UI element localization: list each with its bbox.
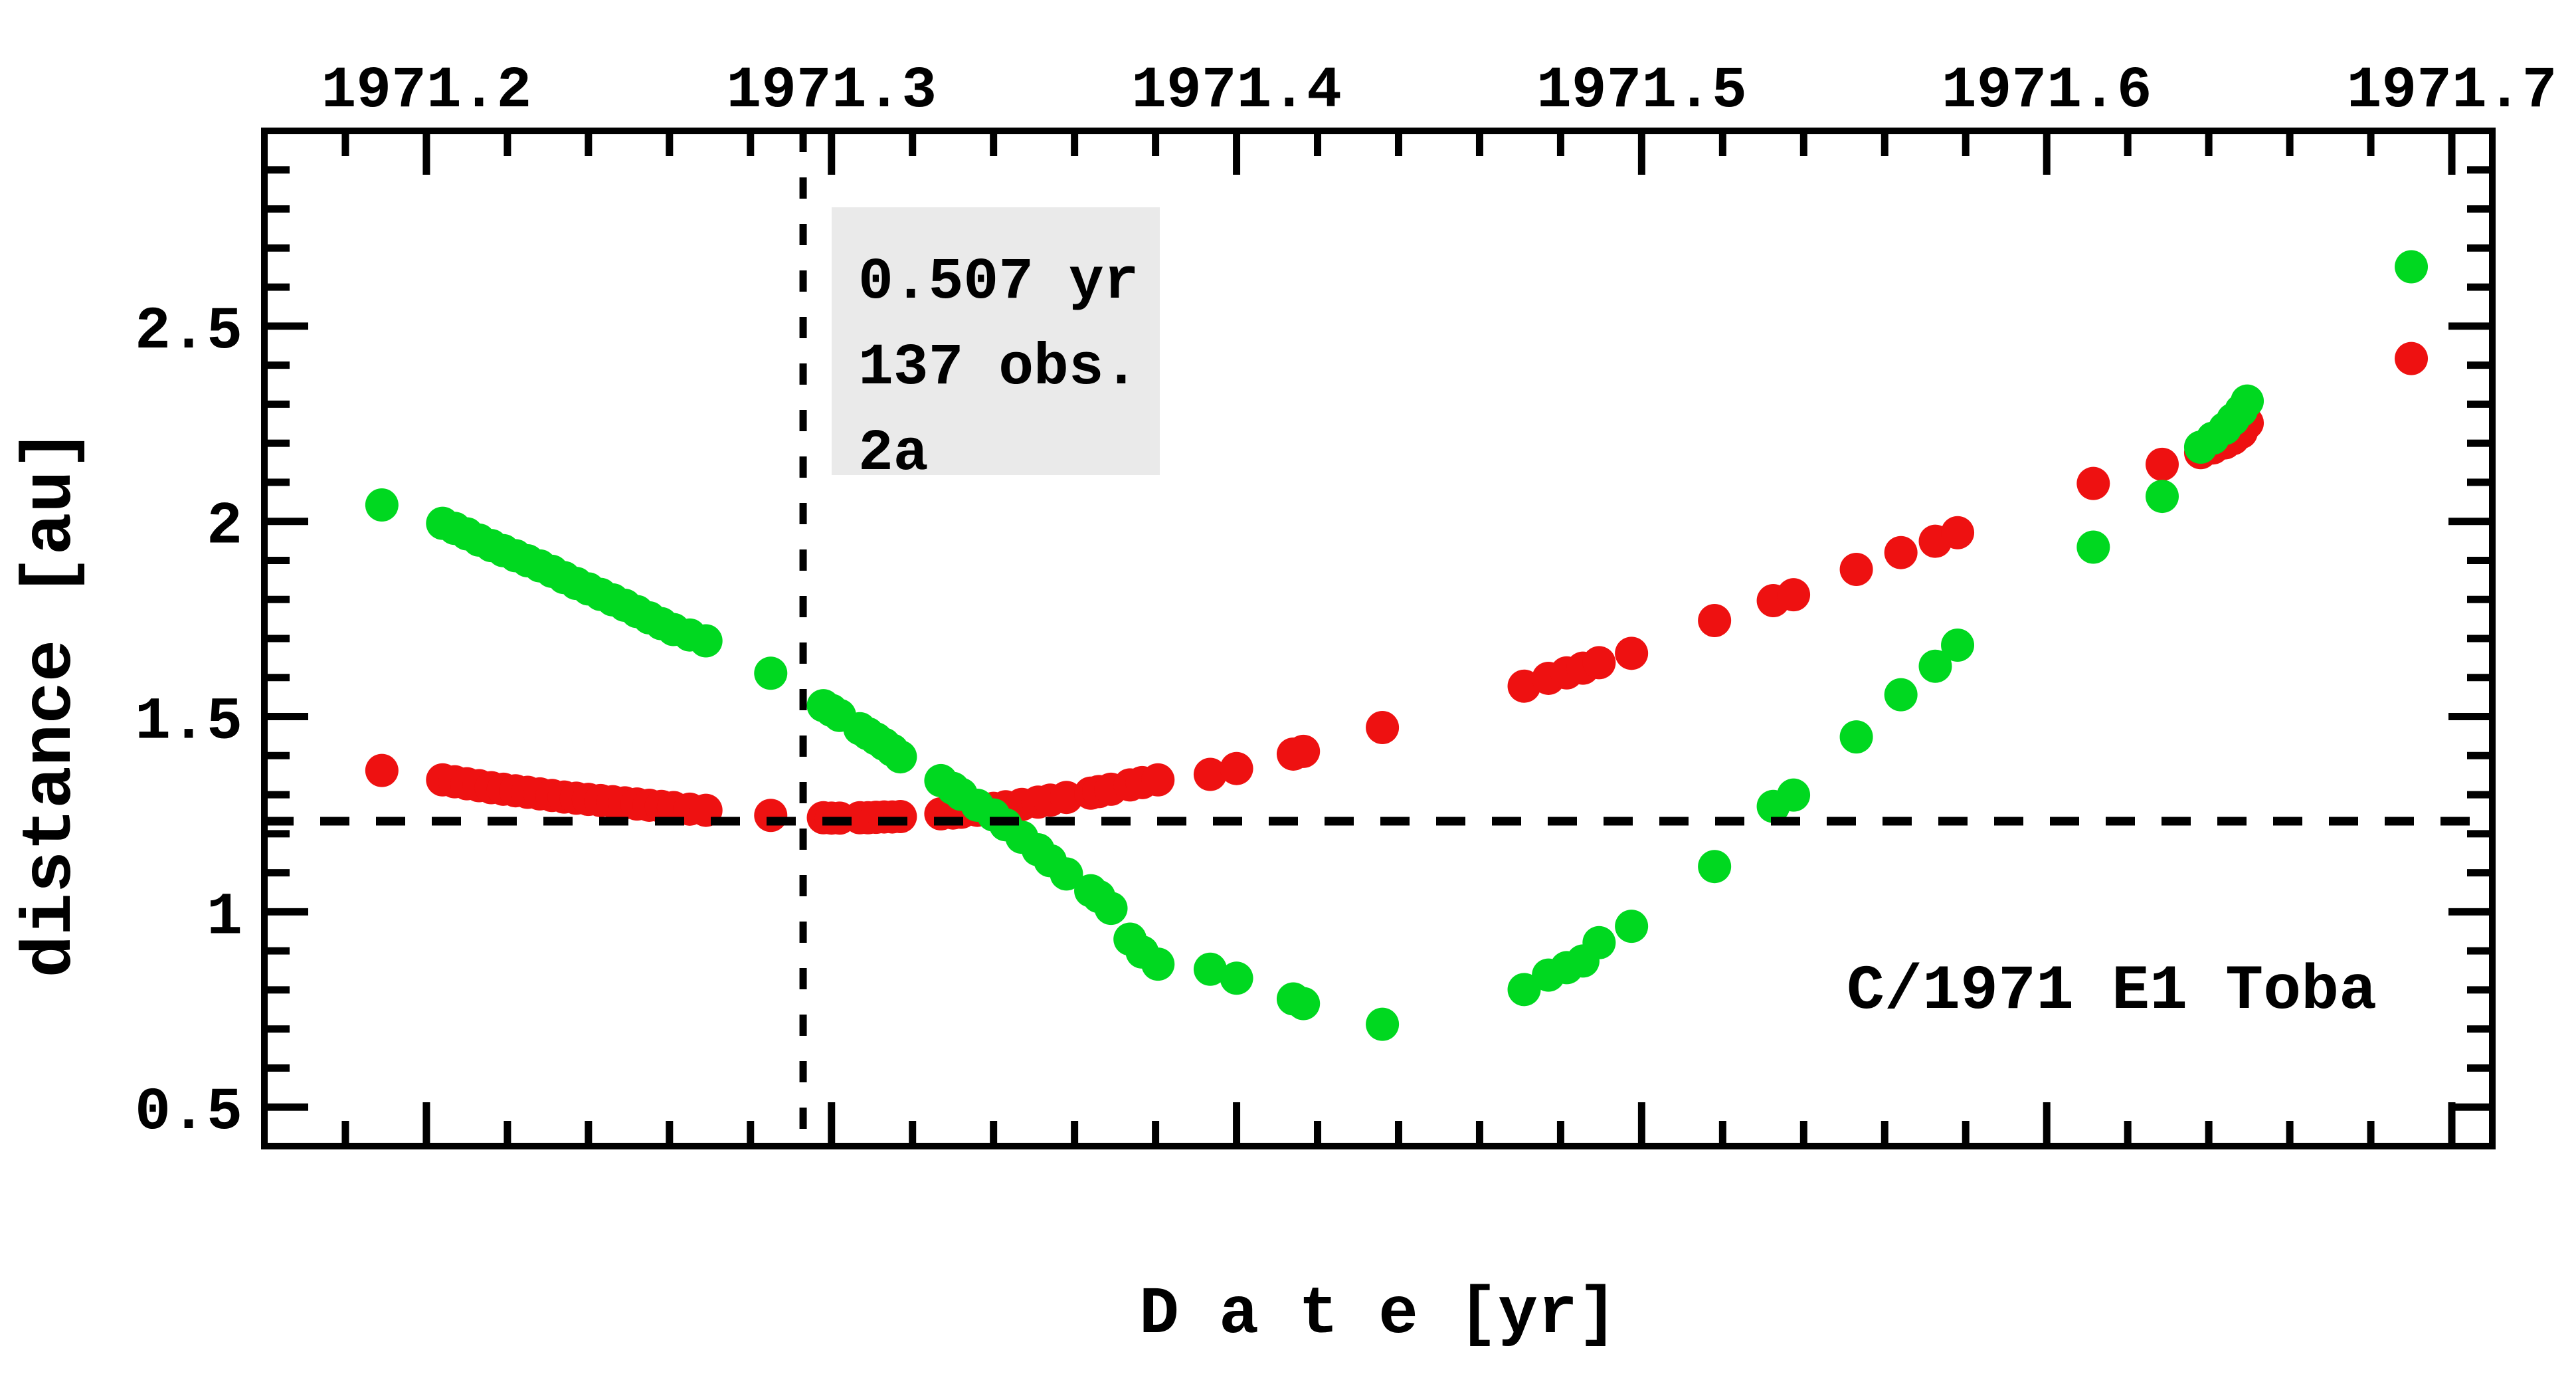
x-tick-label: 1971.5 <box>1536 58 1747 124</box>
green-data-point <box>1050 857 1083 891</box>
red-data-point <box>1141 763 1175 797</box>
red-data-point <box>2145 447 2179 481</box>
x-tick-label: 1971.3 <box>726 58 937 124</box>
green-data-point <box>1918 649 1952 683</box>
info-box-line-3: 2a <box>858 421 929 487</box>
red-data-point <box>1366 710 1400 744</box>
green-data-point <box>1839 720 1873 754</box>
info-box-line-2: 137 obs. <box>858 336 1139 401</box>
green-data-point <box>754 656 788 690</box>
comet-name-label: C/1971 E1 Toba <box>1847 955 2377 1027</box>
red-data-point <box>1615 637 1649 670</box>
green-data-point <box>689 624 723 658</box>
green-data-point <box>2231 384 2264 418</box>
x-tick-label: 1971.7 <box>2347 58 2557 124</box>
red-data-point <box>1220 751 1253 785</box>
green-data-point <box>1698 850 1732 884</box>
red-data-point <box>1941 516 1975 549</box>
green-data-point <box>1287 987 1321 1021</box>
green-data-point <box>883 740 917 774</box>
red-data-point <box>1193 757 1227 791</box>
x-tick-label: 1971.6 <box>1942 58 2152 124</box>
x-tick-label: 1971.2 <box>321 58 531 124</box>
green-data-point <box>1220 961 1253 995</box>
info-box <box>832 207 1160 475</box>
y-tick-label: 2 <box>207 494 242 561</box>
red-data-point <box>1777 578 1811 612</box>
y-tick-label: 2.5 <box>135 298 242 366</box>
red-data-point <box>1698 603 1732 637</box>
red-data-point <box>2076 466 2110 500</box>
red-data-point <box>1287 734 1321 768</box>
green-data-point <box>1777 778 1811 812</box>
red-data-point <box>1884 536 1918 569</box>
green-data-point <box>1884 678 1918 712</box>
red-data-point <box>1582 646 1616 680</box>
red-data-point <box>365 753 399 787</box>
green-data-point <box>1094 892 1128 926</box>
red-data-point <box>754 799 788 833</box>
green-data-point <box>1141 947 1175 981</box>
green-data-point <box>1507 973 1541 1007</box>
x-axis-title: D a t e [yr] <box>1139 1278 1617 1353</box>
green-data-point <box>2145 480 2179 514</box>
y-tick-label: 0.5 <box>135 1079 242 1147</box>
green-data-point <box>1615 910 1649 943</box>
green-data-point <box>1582 926 1616 959</box>
y-axis-title: distance [au] <box>11 429 91 978</box>
green-data-point <box>2395 250 2429 284</box>
green-data-point <box>365 488 399 522</box>
green-data-point <box>2076 530 2110 564</box>
red-data-point <box>2395 342 2429 375</box>
red-data-point <box>883 799 917 833</box>
y-tick-label: 1.5 <box>135 689 242 757</box>
red-data-point <box>1839 552 1873 586</box>
info-box-line-1: 0.507 yr <box>858 250 1139 316</box>
x-tick-label: 1971.4 <box>1131 58 1342 124</box>
green-data-point <box>1193 952 1227 986</box>
green-data-point <box>1941 628 1975 662</box>
green-data-point <box>1366 1007 1400 1041</box>
y-tick-label: 1 <box>207 884 242 951</box>
